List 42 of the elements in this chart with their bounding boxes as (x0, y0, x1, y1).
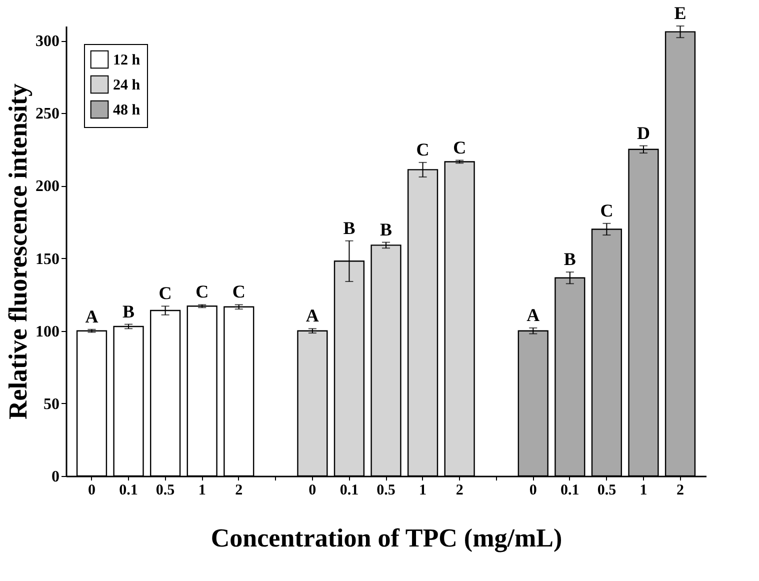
y-tick-label: 150 (36, 250, 60, 268)
data-label: C (453, 137, 466, 158)
data-label: E (674, 3, 686, 23)
data-label: C (416, 139, 430, 160)
x-tick-label: 2 (676, 482, 684, 498)
data-label: A (306, 306, 319, 326)
x-tick-label: 0 (308, 482, 316, 498)
y-tick-label: 300 (36, 33, 60, 50)
y-axis-title: Relative fluorescence intensity (4, 84, 32, 420)
legend-label: 12 h (113, 52, 141, 68)
x-tick-label: 0.5 (156, 482, 175, 498)
x-tick-label: 0.1 (340, 482, 359, 498)
data-label: D (636, 122, 650, 143)
x-tick-label: 0 (88, 482, 96, 498)
data-label: A (526, 304, 540, 325)
y-tick-label: 100 (36, 323, 60, 340)
data-label: B (380, 219, 392, 240)
data-label: B (343, 218, 356, 238)
x-tick-label: 1 (198, 482, 206, 498)
x-tick-label: 0.5 (597, 482, 616, 498)
x-tick-label: 2 (235, 482, 243, 498)
legend-label: 24 h (113, 78, 141, 94)
legend-label: 48 h (113, 102, 141, 118)
data-label: B (122, 301, 135, 322)
x-tick-label: 0.1 (560, 482, 580, 498)
x-tick-label: 0.1 (119, 482, 138, 498)
data-label: C (158, 283, 172, 304)
data-label: A (85, 306, 98, 326)
y-tick-label: 250 (36, 106, 60, 123)
data-label: C (196, 282, 209, 302)
x-axis-title: Concentration of TPC (mg/mL) (210, 524, 562, 552)
data-label: B (564, 249, 576, 270)
x-tick-label: 1 (640, 482, 648, 498)
data-label: C (232, 282, 246, 302)
x-tick-label: 2 (456, 482, 464, 498)
data-label: C (600, 200, 614, 220)
x-tick-label: 0.5 (376, 482, 396, 498)
y-tick-label: 200 (36, 178, 60, 196)
y-tick-label: 50 (44, 396, 60, 413)
y-tick-label: 0 (52, 468, 60, 486)
x-tick-label: 1 (419, 482, 427, 498)
x-tick-label: 0 (529, 482, 537, 498)
